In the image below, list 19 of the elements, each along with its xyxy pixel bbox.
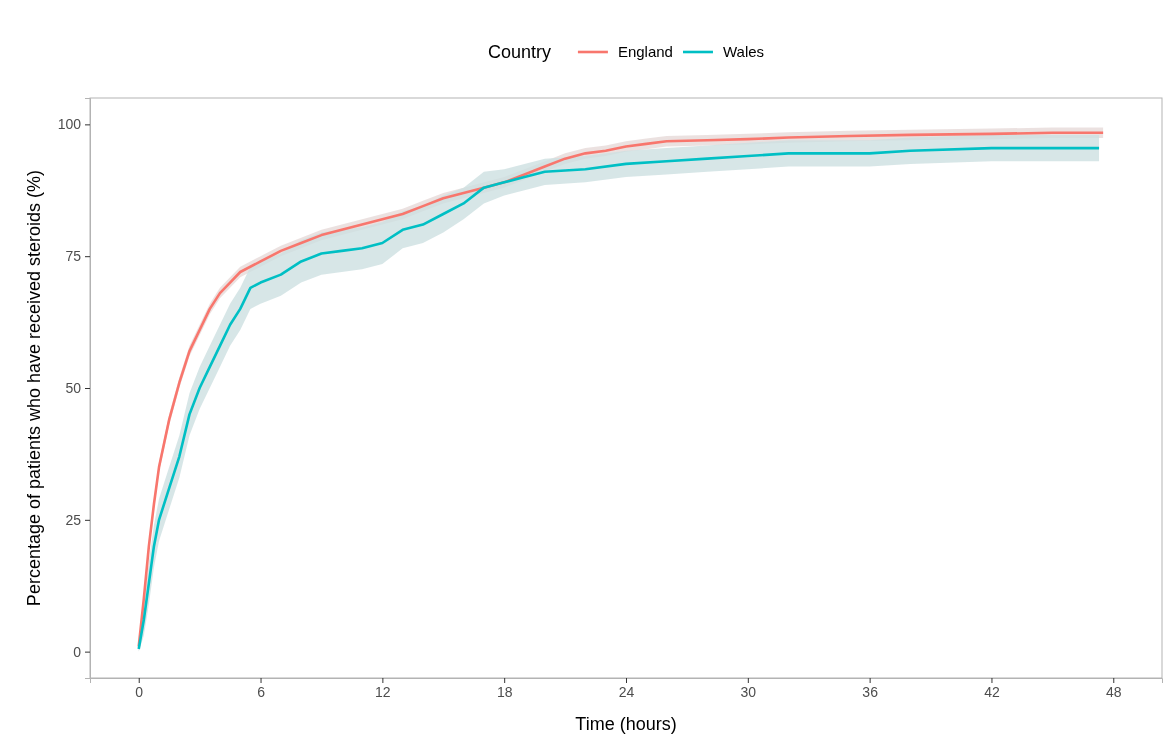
x-tick-label: 0 (135, 683, 144, 700)
x-tick-label: 36 (862, 683, 879, 700)
x-tick-label: 30 (740, 683, 757, 700)
x-tick-label: 12 (375, 683, 391, 700)
y-tick-label: 100 (57, 116, 82, 133)
x-tick-label: 6 (257, 683, 266, 700)
y-tick-label: 25 (65, 511, 82, 528)
y-axis-title: Percentage of patients who have received steroids (%) (24, 169, 44, 607)
legend-label: England (617, 43, 673, 61)
x-tick-label: 42 (984, 683, 1000, 700)
x-tick-label: 18 (496, 683, 513, 700)
y-tick-label: 50 (65, 379, 82, 396)
x-tick-label: 48 (1105, 683, 1122, 700)
y-tick-label: 75 (65, 248, 82, 265)
y-tick-label: 0 (73, 643, 82, 660)
x-tick-label: 24 (618, 683, 635, 700)
legend-label: Wales (722, 43, 765, 61)
legend-title: Country (487, 42, 551, 63)
x-axis-title: Time (hours) (575, 714, 677, 734)
